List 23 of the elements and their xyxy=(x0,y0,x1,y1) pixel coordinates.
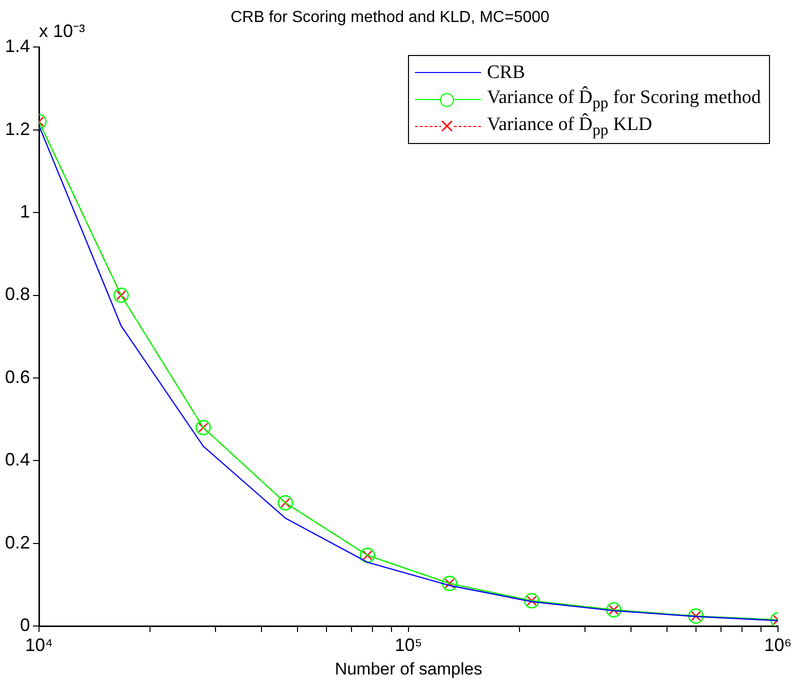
y-tick-label: 1 xyxy=(20,202,30,222)
point xyxy=(360,548,376,563)
point xyxy=(442,576,458,592)
y-tick-label: 0.4 xyxy=(4,450,30,470)
legend-label: Variance of D̂$_{pp}$ for Scoring method xyxy=(487,86,761,113)
y-tick-label: 0 xyxy=(20,614,30,635)
point xyxy=(606,602,622,618)
x-tick-label: 10⁴ xyxy=(25,634,53,655)
x-tick-label: 10⁶ xyxy=(764,634,792,655)
x-axis-title: Number of samples xyxy=(334,659,482,678)
x-tick-label: 10⁵ xyxy=(394,634,422,655)
legend-label: Variance of D̂$_{pp}$ KLD xyxy=(487,114,652,140)
y-tick-label: 1.4 xyxy=(4,36,30,56)
y-tick-label: 1.2 xyxy=(4,118,30,139)
text: x 10⁻³ xyxy=(39,21,86,42)
y-tick-label: 0.2 xyxy=(4,532,30,552)
point xyxy=(688,608,704,624)
chart-title: CRB for Scoring method and KLD, MC=5000 xyxy=(230,9,550,26)
y-tick-label: 0.8 xyxy=(4,284,30,304)
legend-label: CRB xyxy=(487,62,526,84)
y-tick-label: 0.6 xyxy=(4,366,30,387)
point xyxy=(113,288,129,303)
point xyxy=(196,420,211,436)
